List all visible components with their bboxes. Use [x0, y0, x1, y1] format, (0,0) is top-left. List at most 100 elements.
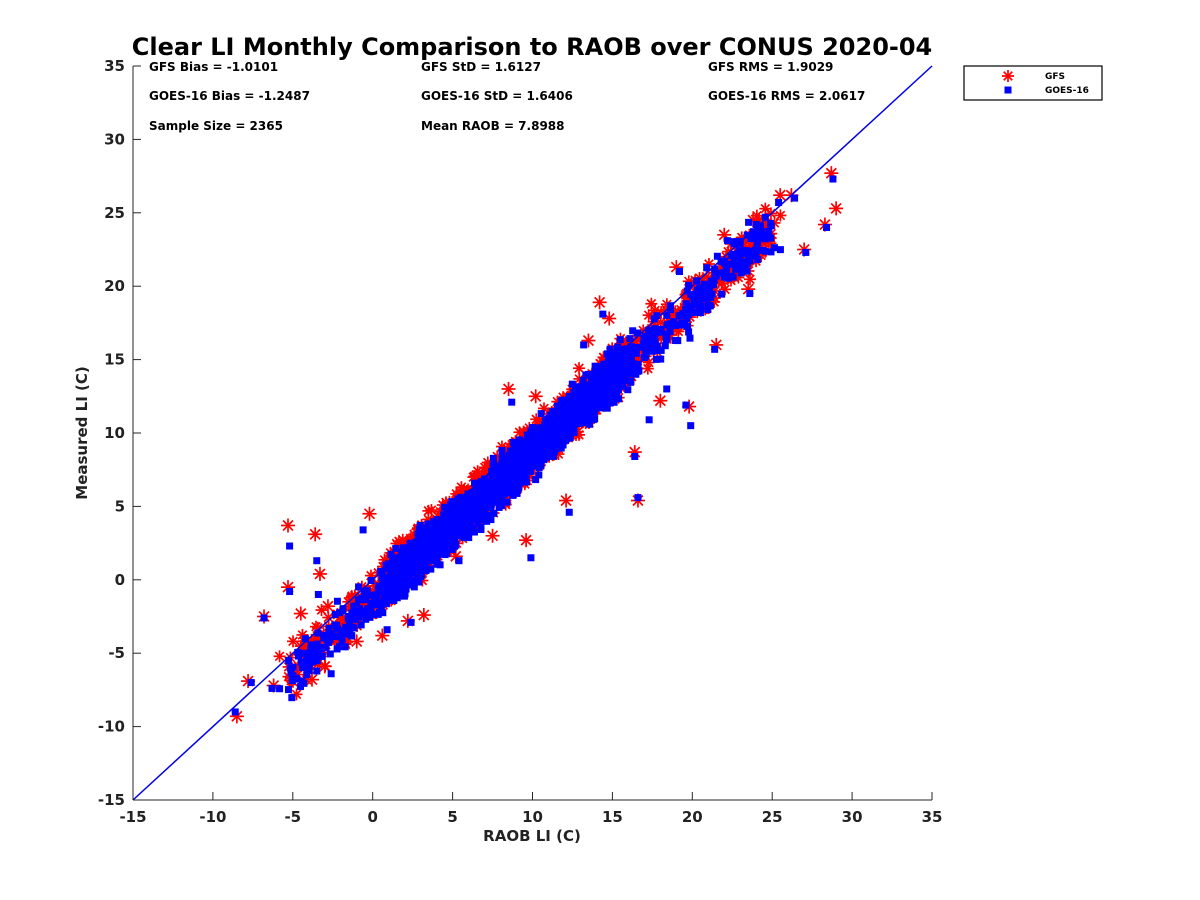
goes16-point: [456, 514, 464, 522]
goes16-point: [604, 355, 612, 363]
goes16-point: [514, 462, 522, 470]
x-tick-label: -15: [119, 808, 146, 826]
goes16-point: [672, 321, 680, 329]
goes16-point: [379, 579, 387, 587]
goes16-point: [535, 471, 543, 479]
goes16-point: [544, 436, 552, 444]
goes16-point: [775, 199, 783, 207]
goes16-point: [288, 677, 296, 685]
goes16-point: [686, 334, 694, 342]
goes16-point: [532, 424, 540, 432]
goes16-point: [392, 580, 400, 588]
goes16-point: [729, 273, 737, 281]
stat-gfs-bias: GFS Bias = -1.0101: [149, 60, 278, 74]
goes16-point: [415, 578, 423, 586]
goes16-point: [531, 451, 539, 459]
goes16-point: [509, 438, 517, 446]
goes16-point: [333, 645, 341, 653]
points-layer: [229, 166, 844, 724]
goes16-point: [615, 395, 623, 403]
goes16-point: [558, 400, 566, 408]
goes16-point: [648, 347, 656, 355]
goes16-point: [447, 525, 455, 533]
y-tick-label: -10: [98, 718, 125, 736]
goes16-point: [268, 684, 276, 692]
goes16-point: [444, 536, 452, 544]
goes16-point: [409, 542, 417, 550]
goes16-point: [549, 408, 557, 416]
goes16-point: [322, 643, 330, 651]
goes16-point: [666, 328, 674, 336]
goes16-point: [392, 544, 400, 552]
goes16-point: [414, 537, 422, 545]
goes16-point: [526, 464, 534, 472]
goes16-point: [460, 493, 468, 501]
goes16-point: [746, 290, 754, 298]
goes16-point: [683, 315, 691, 323]
goes16-point: [490, 509, 498, 517]
x-tick-label: 0: [367, 808, 377, 826]
goes16-point: [645, 326, 653, 334]
goes16-point: [310, 654, 318, 662]
goes16-point: [704, 306, 712, 314]
legend-box: [963, 65, 1103, 101]
goes16-point: [358, 596, 366, 604]
goes16-point: [603, 384, 611, 392]
goes16-point: [606, 345, 614, 353]
goes16-point: [276, 685, 284, 693]
goes16-point: [711, 265, 719, 273]
goes16-point: [388, 572, 396, 580]
goes16-point: [443, 549, 451, 557]
goes16-point: [473, 498, 481, 506]
goes16-point: [726, 260, 734, 268]
goes16-point: [386, 595, 394, 603]
goes16-point: [645, 416, 653, 424]
goes16-point: [724, 274, 732, 282]
goes16-point: [509, 481, 517, 489]
goes16-point: [718, 290, 726, 298]
goes16-point: [568, 416, 576, 424]
goes16-point: [451, 542, 459, 550]
goes16-point: [456, 506, 464, 514]
y-tick-label: 25: [104, 204, 125, 222]
goes16-point: [487, 516, 495, 524]
goes16-point: [791, 194, 799, 202]
goes16-point: [297, 658, 305, 666]
goes16-point: [421, 542, 429, 550]
goes16-point: [383, 626, 391, 634]
goes16-point: [522, 441, 530, 449]
goes16-point: [633, 367, 641, 375]
gfs-point: [829, 201, 844, 216]
goes16-point: [504, 463, 512, 471]
goes16-point: [707, 277, 715, 285]
goes16-point: [374, 610, 382, 618]
goes16-point: [354, 596, 362, 604]
goes16-point: [439, 532, 447, 540]
gfs-point: [573, 372, 586, 385]
goes16-point: [722, 263, 730, 271]
goes16-point: [603, 404, 611, 412]
goes16-point: [618, 364, 626, 372]
x-tick-label: 15: [602, 808, 623, 826]
goes16-point: [294, 652, 302, 660]
goes16-point: [633, 329, 641, 337]
goes16-point: [588, 394, 596, 402]
goes16-point: [703, 264, 711, 272]
goes16-point: [570, 410, 578, 418]
goes16-point: [691, 301, 699, 309]
goes16-point: [424, 554, 432, 562]
goes16-point: [445, 509, 453, 517]
goes16-point: [743, 267, 751, 275]
goes16-point: [682, 300, 690, 308]
goes16-point: [413, 561, 421, 569]
goes16-point: [649, 338, 657, 346]
goes16-point: [286, 588, 294, 596]
goes16-point: [510, 474, 518, 482]
goes16-point: [260, 614, 268, 622]
goes16-point: [449, 510, 457, 518]
goes16-point: [296, 683, 304, 691]
goes16-point: [576, 406, 584, 414]
gfs-point: [308, 527, 323, 542]
gfs-point: [281, 518, 296, 533]
goes16-point: [573, 416, 581, 424]
